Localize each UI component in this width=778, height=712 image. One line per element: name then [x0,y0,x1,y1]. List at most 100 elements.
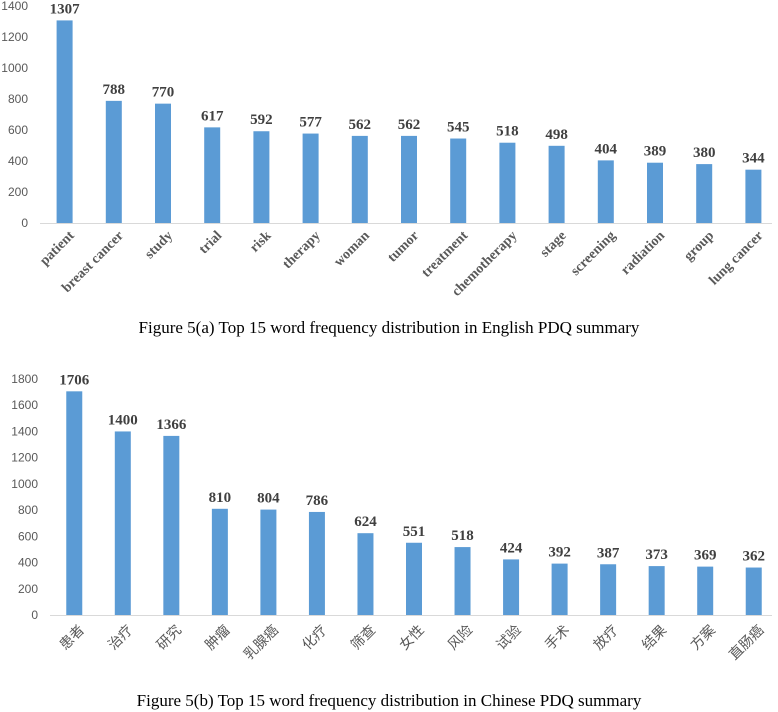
data-label: 389 [644,144,667,160]
x-category-label: 患者 [57,622,88,653]
bar [745,567,762,615]
x-category-label: trial [197,228,226,257]
y-tick-label: 1600 [11,398,38,412]
y-tick-label: 1400 [1,0,28,13]
bar [114,431,131,615]
y-tick-label: 0 [31,608,38,622]
y-tick-label: 1000 [11,477,38,491]
data-label: 1400 [108,412,138,428]
x-category-label: 放疗 [591,622,622,653]
y-tick-label: 1800 [11,372,38,386]
y-tick-label: 200 [18,582,38,596]
data-label: 392 [548,545,571,561]
x-category-label: patient [37,228,78,269]
y-tick-label: 600 [18,529,38,543]
data-label: 804 [257,491,280,507]
bar [56,20,73,224]
bar [696,164,713,223]
y-tick-label: 400 [18,556,38,570]
x-category-label: 女性 [396,622,428,654]
caption-chinese: Figure 5(b) Top 15 word frequency distri… [137,691,642,710]
x-category-label: 乳腺癌 [241,622,282,663]
bar [302,133,319,223]
x-category-label: tumor [385,228,422,265]
x-category-label: treatment [419,228,471,280]
bar [105,100,122,223]
data-label: 518 [451,528,474,544]
x-category-label: 筛查 [348,622,379,653]
bar [503,559,520,615]
data-label: 788 [103,82,126,98]
data-label: 362 [742,549,765,565]
data-label: 344 [742,151,765,167]
x-category-label: 手术 [542,622,573,653]
data-label: 387 [597,545,620,561]
x-category-label: radiation [618,228,668,278]
caption-english: Figure 5(a) Top 15 word frequency distri… [139,318,640,337]
y-tick-label: 1000 [1,61,28,75]
y-tick-label: 800 [18,503,38,517]
bar [253,131,270,223]
data-label: 1706 [59,372,90,388]
x-category-label: 化疗 [299,622,330,653]
x-category-label: risk [247,228,274,255]
x-category-label: therapy [280,228,324,272]
y-tick-label: 1200 [1,30,28,44]
data-label: 562 [349,117,372,133]
data-label: 1366 [156,417,187,433]
data-label: 1307 [50,1,81,17]
x-category-label: screening [568,228,619,279]
x-category-label: woman [331,228,373,270]
data-label: 545 [447,120,470,136]
data-label: 786 [306,493,329,509]
y-tick-label: 200 [8,185,28,199]
x-category-label: stage [538,228,570,260]
bar [260,509,277,615]
data-label: 577 [299,115,322,131]
bar [648,566,665,615]
bar [406,542,422,615]
data-label: 424 [500,540,523,556]
x-category-label: 肿瘤 [202,622,234,654]
data-label: 592 [250,112,273,128]
data-label: 518 [496,124,519,140]
bar [401,135,417,223]
x-category-label: study [142,228,176,262]
data-label: 562 [398,117,421,133]
x-category-label: 治疗 [105,622,136,653]
data-label: 624 [354,514,377,530]
data-label: 380 [693,145,716,161]
bar [308,511,325,615]
bar [697,566,714,615]
bar [499,142,516,223]
bar [597,160,614,223]
data-label: 404 [595,141,618,157]
data-label: 373 [645,547,668,563]
data-label: 551 [403,524,426,540]
y-tick-label: 0 [21,216,28,230]
bar [204,127,221,223]
x-category-label: 直肠癌 [726,622,768,664]
x-category-label: 风险 [445,622,476,653]
bar [211,508,228,615]
data-label: 810 [209,490,232,506]
bar [647,162,663,223]
bar [155,103,171,223]
x-category-label: group [682,228,718,264]
data-label: 369 [694,548,717,564]
bar [551,563,568,615]
bar [66,391,83,615]
x-category-label: 研究 [154,622,185,653]
bar [548,145,565,223]
bar [454,547,471,615]
data-label: 770 [152,85,175,101]
bar [351,135,368,223]
bar [357,533,374,615]
data-label: 498 [545,127,568,143]
y-tick-label: 600 [8,123,28,137]
x-category-label: 方案 [687,622,719,654]
bar [745,169,762,223]
data-label: 617 [201,108,224,124]
bar [450,138,467,223]
